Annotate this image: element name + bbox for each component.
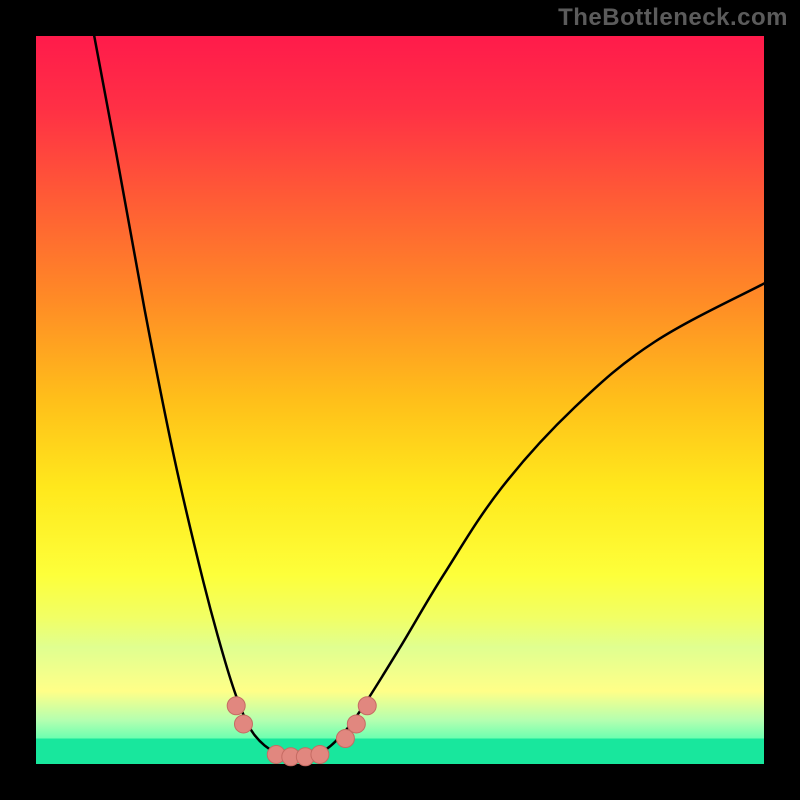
data-marker — [311, 746, 329, 764]
data-marker — [234, 715, 252, 733]
data-marker — [227, 697, 245, 715]
data-marker — [358, 697, 376, 715]
green-floor-band — [36, 739, 764, 764]
gradient-background — [36, 36, 764, 764]
outer-frame: TheBottleneck.com — [0, 0, 800, 800]
data-marker — [347, 715, 365, 733]
chart-canvas — [0, 0, 800, 800]
